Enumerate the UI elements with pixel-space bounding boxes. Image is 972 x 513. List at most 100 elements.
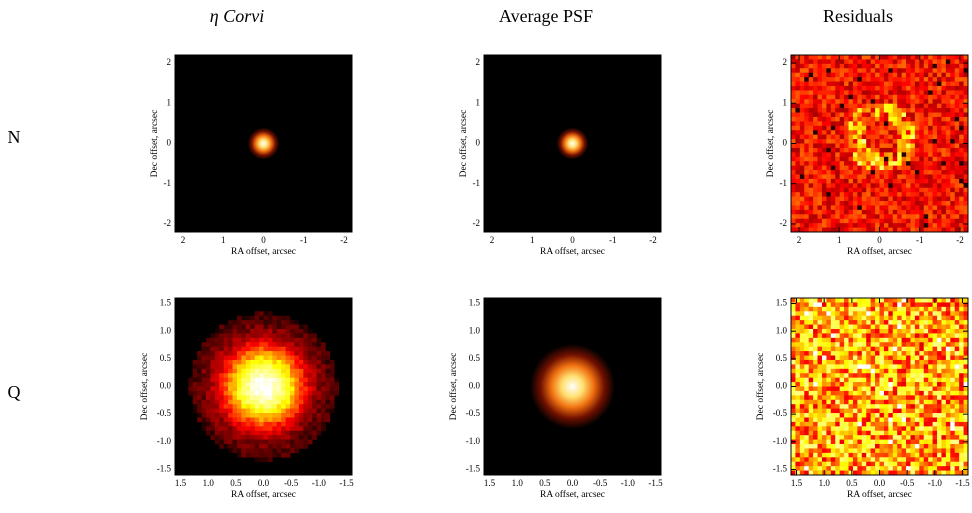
image-pixel bbox=[844, 166, 849, 171]
image-pixel bbox=[946, 316, 951, 321]
image-pixel bbox=[928, 311, 933, 316]
image-pixel bbox=[906, 157, 911, 162]
image-pixel bbox=[906, 448, 911, 453]
image-pixel bbox=[884, 99, 889, 104]
image-pixel bbox=[255, 400, 260, 405]
image-pixel bbox=[853, 378, 858, 383]
image-pixel bbox=[888, 391, 893, 396]
image-pixel bbox=[902, 183, 907, 188]
image-pixel bbox=[813, 364, 818, 369]
image-pixel bbox=[281, 329, 286, 334]
x-tick-label: -1.5 bbox=[339, 478, 354, 488]
image-pixel bbox=[906, 148, 911, 153]
image-pixel bbox=[804, 444, 809, 449]
image-pixel bbox=[924, 183, 929, 188]
image-pixel bbox=[849, 364, 854, 369]
image-pixel bbox=[317, 426, 322, 431]
image-pixel bbox=[233, 431, 238, 436]
image-pixel bbox=[875, 391, 880, 396]
image-pixel bbox=[928, 197, 933, 202]
image-pixel bbox=[928, 453, 933, 458]
image-pixel bbox=[933, 144, 938, 149]
image-pixel bbox=[800, 316, 805, 321]
image-pixel bbox=[202, 404, 207, 409]
image-pixel bbox=[928, 462, 933, 467]
image-pixel bbox=[294, 320, 299, 325]
image-pixel bbox=[910, 205, 915, 210]
image-pixel bbox=[906, 219, 911, 224]
image-pixel bbox=[871, 126, 876, 131]
image-pixel bbox=[902, 205, 907, 210]
image-pixel bbox=[800, 435, 805, 440]
image-pixel bbox=[831, 431, 836, 436]
image-pixel bbox=[915, 435, 920, 440]
image-pixel bbox=[268, 387, 273, 392]
image-pixel bbox=[303, 404, 308, 409]
image-pixel bbox=[884, 117, 889, 122]
image-pixel bbox=[831, 462, 836, 467]
image-pixel bbox=[826, 183, 831, 188]
image-pixel bbox=[268, 373, 273, 378]
image-pixel bbox=[303, 391, 308, 396]
image-pixel bbox=[888, 183, 893, 188]
image-pixel bbox=[813, 73, 818, 78]
image-pixel bbox=[835, 351, 840, 356]
image-pixel bbox=[804, 298, 809, 303]
image-pixel bbox=[897, 378, 902, 383]
image-pixel bbox=[219, 395, 224, 400]
image-pixel bbox=[210, 404, 215, 409]
image-pixel bbox=[791, 338, 796, 343]
image-pixel bbox=[946, 99, 951, 104]
image-pixel bbox=[835, 166, 840, 171]
image-pixel bbox=[862, 417, 867, 422]
image-pixel bbox=[224, 440, 229, 445]
image-pixel bbox=[888, 197, 893, 202]
image-pixel bbox=[299, 404, 304, 409]
image-pixel bbox=[813, 188, 818, 193]
image-pixel bbox=[853, 130, 858, 135]
image-pixel bbox=[937, 90, 942, 95]
image-pixel bbox=[835, 205, 840, 210]
image-pixel bbox=[804, 130, 809, 135]
image-pixel bbox=[290, 373, 295, 378]
image-pixel bbox=[950, 144, 955, 149]
image-pixel bbox=[866, 369, 871, 374]
image-pixel bbox=[862, 316, 867, 321]
image-pixel bbox=[202, 364, 207, 369]
image-pixel bbox=[853, 404, 858, 409]
image-pixel bbox=[959, 73, 964, 78]
image-pixel bbox=[228, 387, 233, 392]
image-pixel bbox=[919, 400, 924, 405]
image-pixel bbox=[866, 453, 871, 458]
image-pixel bbox=[933, 205, 938, 210]
image-pixel bbox=[919, 342, 924, 347]
image-pixel bbox=[950, 338, 955, 343]
image-pixel bbox=[795, 413, 800, 418]
image-pixel bbox=[924, 378, 929, 383]
image-pixel bbox=[317, 387, 322, 392]
image-pixel bbox=[893, 342, 898, 347]
image-pixel bbox=[250, 409, 255, 414]
image-pixel bbox=[250, 413, 255, 418]
image-pixel bbox=[893, 391, 898, 396]
image-pixel bbox=[924, 223, 929, 228]
image-pixel bbox=[290, 387, 295, 392]
image-pixel bbox=[804, 422, 809, 427]
image-pixel bbox=[334, 378, 339, 383]
image-pixel bbox=[959, 64, 964, 69]
image-pixel bbox=[844, 298, 849, 303]
image-pixel bbox=[950, 95, 955, 100]
image-pixel bbox=[955, 369, 960, 374]
image-pixel bbox=[941, 382, 946, 387]
image-pixel bbox=[831, 117, 836, 122]
image-pixel bbox=[272, 333, 277, 338]
image-pixel bbox=[849, 369, 854, 374]
image-pixel bbox=[290, 435, 295, 440]
image-pixel bbox=[893, 64, 898, 69]
image-pixel bbox=[250, 435, 255, 440]
image-pixel bbox=[294, 347, 299, 352]
image-pixel bbox=[206, 356, 211, 361]
image-pixel bbox=[826, 205, 831, 210]
image-pixel bbox=[888, 422, 893, 427]
image-pixel bbox=[875, 325, 880, 330]
